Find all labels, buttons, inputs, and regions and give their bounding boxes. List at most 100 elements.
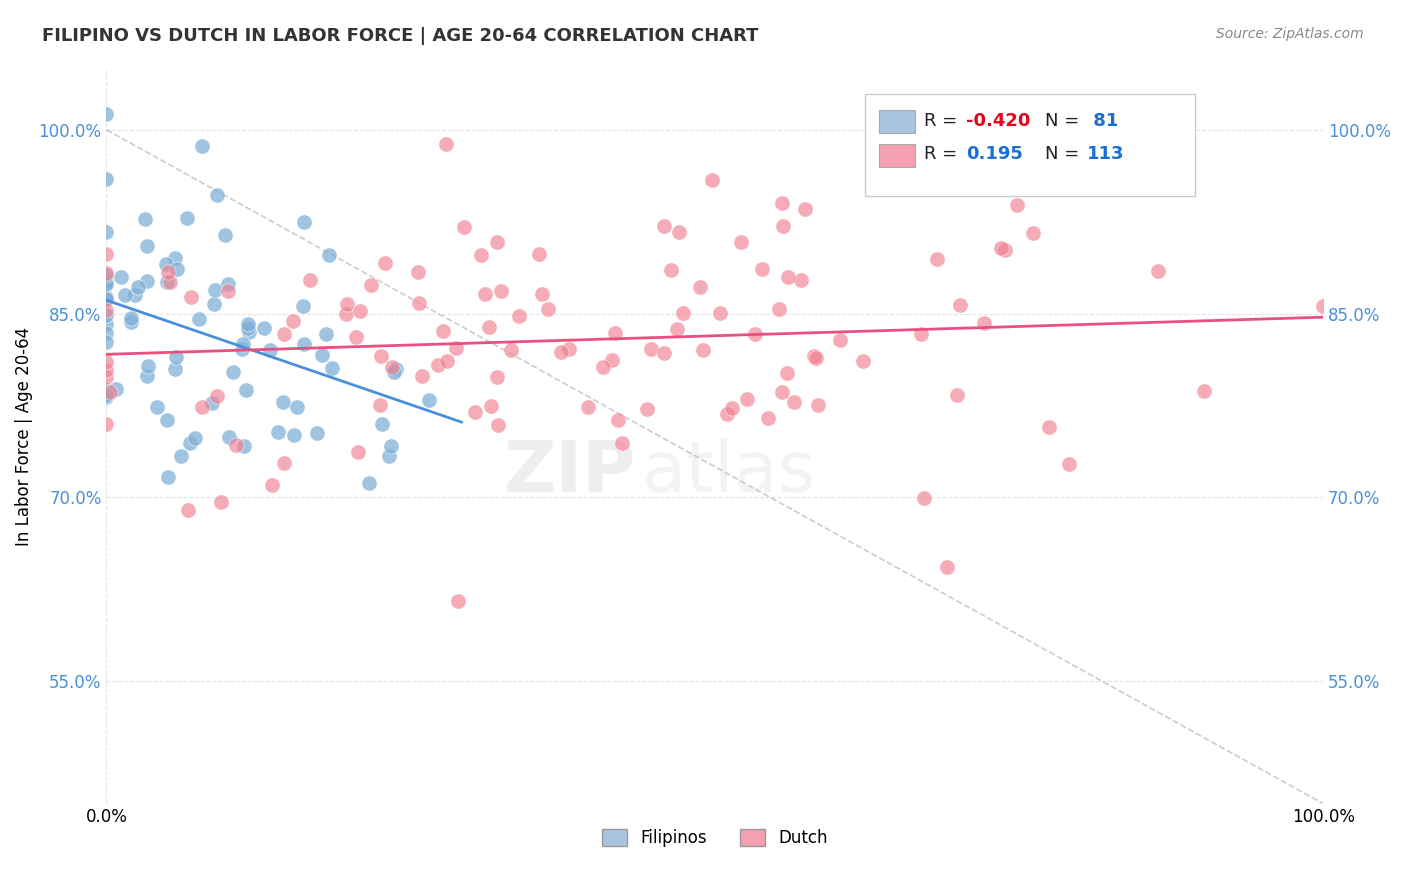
- Point: [222, 365, 245, 379]
- Point: [134, 212, 156, 227]
- Point: [238, 325, 260, 339]
- Point: [214, 228, 236, 243]
- Point: [165, 361, 187, 376]
- Y-axis label: In Labor Force | Age 20-64: In Labor Force | Age 20-64: [15, 326, 32, 546]
- Point: [96, 390, 118, 404]
- Text: 0.195: 0.195: [966, 145, 1022, 163]
- Point: [385, 362, 408, 376]
- Point: [783, 394, 806, 409]
- Point: [96, 355, 118, 369]
- Point: [550, 345, 572, 359]
- Point: [720, 401, 742, 415]
- Point: [96, 268, 118, 282]
- Point: [1192, 384, 1215, 399]
- Point: [558, 343, 581, 357]
- Point: [283, 428, 305, 442]
- Point: [336, 296, 359, 310]
- Point: [610, 436, 633, 450]
- Point: [273, 456, 295, 470]
- Point: [374, 256, 396, 270]
- Point: [176, 211, 198, 225]
- Point: [96, 171, 118, 186]
- Point: [233, 439, 256, 453]
- Point: [592, 360, 614, 375]
- Point: [1038, 420, 1060, 434]
- Point: [96, 317, 118, 331]
- Point: [232, 337, 254, 351]
- Point: [273, 327, 295, 342]
- Point: [368, 398, 391, 412]
- Point: [96, 247, 118, 261]
- Point: [285, 400, 308, 414]
- Point: [370, 349, 392, 363]
- Point: [1057, 457, 1080, 471]
- Point: [1005, 197, 1028, 211]
- Point: [170, 450, 193, 464]
- Point: [990, 241, 1012, 255]
- Point: [96, 276, 118, 290]
- Point: [716, 407, 738, 421]
- Point: [508, 310, 530, 324]
- Point: [973, 317, 995, 331]
- Point: [770, 195, 793, 210]
- Point: [96, 370, 118, 384]
- Text: N =: N =: [1045, 145, 1084, 163]
- Point: [427, 359, 450, 373]
- Point: [411, 368, 433, 383]
- Point: [1021, 226, 1043, 240]
- Point: [444, 341, 467, 355]
- Point: [225, 438, 247, 452]
- Point: [486, 235, 509, 249]
- Point: [335, 307, 357, 321]
- Point: [298, 272, 321, 286]
- Point: [259, 343, 281, 357]
- Text: R =: R =: [924, 145, 963, 163]
- Point: [672, 306, 695, 320]
- Point: [381, 360, 404, 375]
- Point: [179, 436, 201, 450]
- Point: [253, 321, 276, 335]
- Point: [135, 274, 157, 288]
- Point: [709, 306, 731, 320]
- Text: N =: N =: [1045, 112, 1084, 130]
- Point: [159, 275, 181, 289]
- Point: [96, 107, 118, 121]
- Point: [202, 297, 225, 311]
- Point: [692, 343, 714, 358]
- Legend: Filipinos, Dutch: Filipinos, Dutch: [595, 822, 835, 855]
- Point: [311, 349, 333, 363]
- Point: [793, 202, 815, 216]
- Text: R =: R =: [924, 112, 963, 130]
- Point: [689, 279, 711, 293]
- Point: [201, 396, 224, 410]
- Point: [292, 337, 315, 351]
- Point: [136, 359, 159, 373]
- Point: [96, 335, 118, 350]
- Point: [756, 410, 779, 425]
- Point: [96, 293, 118, 307]
- Point: [96, 290, 118, 304]
- Point: [291, 300, 314, 314]
- Point: [281, 314, 304, 328]
- Point: [790, 273, 813, 287]
- Point: [447, 594, 470, 608]
- Point: [96, 277, 118, 291]
- Point: [529, 247, 551, 261]
- Point: [949, 298, 972, 312]
- Point: [485, 370, 508, 384]
- Point: [105, 382, 128, 396]
- Point: [96, 293, 118, 307]
- Point: [479, 399, 502, 413]
- Point: [96, 303, 118, 318]
- Point: [371, 417, 394, 431]
- Point: [1312, 299, 1334, 313]
- Point: [576, 400, 599, 414]
- Point: [124, 287, 146, 301]
- Point: [120, 315, 142, 329]
- Point: [292, 215, 315, 229]
- Point: [96, 225, 118, 239]
- Point: [271, 394, 294, 409]
- Point: [640, 343, 662, 357]
- Point: [486, 418, 509, 433]
- Point: [217, 277, 239, 291]
